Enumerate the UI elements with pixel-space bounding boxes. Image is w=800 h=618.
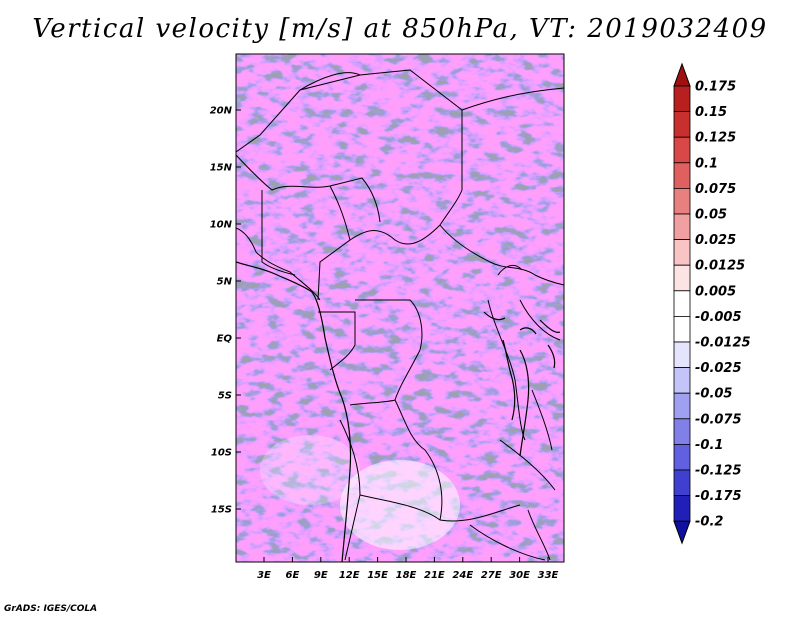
lat-label: 20N <box>210 106 233 117</box>
chart-title: Vertical velocity [m/s] at 850hPa, VT: 2… <box>32 14 768 44</box>
lon-label: 3E <box>257 570 271 581</box>
colorbar-label: -0.075 <box>695 412 742 427</box>
lon-label: 9E <box>314 570 328 581</box>
lon-label: 27E <box>481 570 502 581</box>
map-frame <box>235 53 565 563</box>
lon-label: 18E <box>396 570 417 581</box>
velocity-field <box>236 54 564 562</box>
colorbar-max-arrow <box>673 62 691 87</box>
colorbar-swatch <box>673 213 691 241</box>
colorbar-label: 0.175 <box>695 80 736 95</box>
colorbar-swatch <box>673 367 691 394</box>
colorbar-label: 0.025 <box>695 233 736 248</box>
colorbar-swatch <box>673 162 691 189</box>
colorbar-label: 0.005 <box>695 284 736 299</box>
colorbar-swatch <box>673 111 691 138</box>
colorbar-swatch <box>673 469 691 497</box>
lat-label: 15N <box>210 163 233 174</box>
colorbar-label: 0.075 <box>695 182 736 197</box>
colorbar-swatch <box>673 495 691 522</box>
country-borders <box>236 69 564 561</box>
latitude-axis: 20N 15N 10N 5N EQ 5S 10S 15S <box>210 106 241 516</box>
lon-label: 24E <box>452 570 473 581</box>
colorbar-swatch <box>673 315 691 343</box>
lon-label: 6E <box>286 570 300 581</box>
colorbar-swatch <box>673 418 691 445</box>
colorbar-swatch <box>673 85 691 113</box>
lat-label: 5N <box>217 277 233 288</box>
colorbar-swatch <box>673 392 691 420</box>
lat-label: 10S <box>211 448 232 459</box>
colorbar-swatch <box>673 341 691 369</box>
colorbar-swatch <box>673 290 691 317</box>
colorbar-label: 0.05 <box>695 208 727 223</box>
colorbar-label: -0.05 <box>695 387 732 402</box>
lat-label: 15S <box>211 505 232 516</box>
colorbar-swatch <box>673 264 691 292</box>
colorbar-label: -0.125 <box>695 464 742 479</box>
colorbar-swatch <box>673 187 691 215</box>
colorbar-label: 0.15 <box>695 105 727 120</box>
credit-label: GrADS: IGES/COLA <box>4 604 98 614</box>
colorbar-swatch <box>673 443 691 471</box>
colorbar-min-arrow <box>673 520 691 545</box>
colorbar-label: 0.0125 <box>695 259 745 274</box>
longitude-axis: 3E 6E 9E 12E 15E 18E 21E 24E 27E 30E 33E <box>257 557 559 581</box>
lat-label: EQ <box>217 334 233 345</box>
lat-label: 5S <box>218 391 232 402</box>
colorbar-swatch <box>673 239 691 266</box>
colorbar-label: 0.125 <box>695 131 736 146</box>
colorbar-label: -0.175 <box>695 489 742 504</box>
lat-label: 10N <box>210 220 233 231</box>
lon-label: 12E <box>339 570 360 581</box>
colorbar-label: -0.025 <box>695 361 742 376</box>
colorbar: 0.175 0.15 0.125 0.1 0.075 0.05 0.025 0.0125 0.0… <box>673 62 751 545</box>
colorbar-label: -0.1 <box>695 438 723 453</box>
lon-label: 30E <box>509 570 530 581</box>
colorbar-label: -0.2 <box>695 515 723 530</box>
lon-label: 21E <box>424 570 445 581</box>
colorbar-swatch <box>673 136 691 164</box>
lon-label: 15E <box>367 570 388 581</box>
colorbar-label: -0.0125 <box>695 336 751 351</box>
colorbar-label: -0.005 <box>695 310 742 325</box>
lon-label: 33E <box>538 570 559 581</box>
coastlines <box>236 261 561 562</box>
colorbar-label: 0.1 <box>695 156 718 171</box>
